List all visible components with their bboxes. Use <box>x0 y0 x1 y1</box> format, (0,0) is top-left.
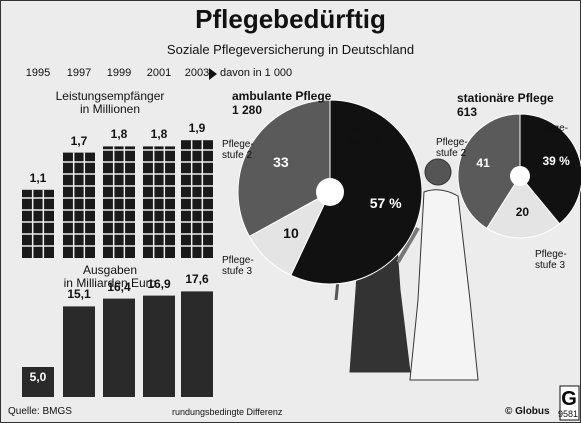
value-label: 41 <box>458 157 508 170</box>
bar <box>103 299 135 397</box>
note: rundungsbedingte Differenz <box>172 408 282 417</box>
id: 9581 <box>558 410 578 419</box>
slice-label: Pflege- stufe 3 <box>222 256 262 277</box>
value-label: 1,7 <box>59 135 99 148</box>
value-label: 33 <box>256 155 306 170</box>
credit: © Globus <box>505 407 550 418</box>
bar <box>181 140 213 258</box>
globus-logo: G <box>561 388 577 410</box>
pie-hole <box>510 166 530 186</box>
title: Pflegebedürftig <box>0 6 581 33</box>
value-label: 1,1 <box>18 172 58 185</box>
pie-hole <box>316 178 344 206</box>
chart-subtitle: 613 <box>457 106 477 119</box>
value-label: 39 % <box>531 155 581 168</box>
x-tick-label: 1995 <box>20 68 56 80</box>
x-tick-label: 2003 <box>179 68 215 80</box>
unit-note: davon in 1 000 <box>220 68 292 80</box>
value-label: 57 % <box>361 196 411 211</box>
chart-title: stationäre Pflege <box>457 92 554 105</box>
slice-label: Pflege- stufe 2 <box>222 140 262 161</box>
value-label: 16,4 <box>99 281 139 294</box>
slice-label: Pflege- stufe 3 <box>535 250 575 271</box>
value-label: 15,1 <box>59 288 99 301</box>
x-tick-label: 1999 <box>101 68 137 80</box>
value-label: 5,0 <box>18 371 58 384</box>
value-label: 1,8 <box>139 128 179 141</box>
bar <box>143 146 175 258</box>
value-label: 16,9 <box>139 278 179 291</box>
value-label: 17,6 <box>177 273 217 286</box>
x-tick-label: 1997 <box>61 68 97 80</box>
chart-title: Leistungsempfänger in Millionen <box>20 90 200 115</box>
slice-label: Pflege- stufe 2 <box>436 138 476 159</box>
chart-canvas: G <box>0 0 581 423</box>
bar <box>103 146 135 258</box>
value-label: 1,8 <box>99 128 139 141</box>
slice-label: Pflege- stufe 1 <box>340 126 380 147</box>
bar <box>181 291 213 397</box>
slice-label: Pflege- stufe 1 <box>528 124 568 145</box>
chart-title: ambulante Pflege <box>232 90 331 103</box>
x-tick-label: 2001 <box>141 68 177 80</box>
value-label: 20 <box>497 206 547 219</box>
bar <box>63 153 95 258</box>
source: Quelle: BMGS <box>8 407 72 418</box>
bar <box>22 190 54 258</box>
value-label: 10 <box>266 226 316 241</box>
subtitle: Soziale Pflegeversicherung in Deutschlan… <box>0 43 581 57</box>
infographic: G Pflegebedürftig Soziale Pflegeversiche… <box>0 0 581 423</box>
bar <box>63 306 95 397</box>
value-label: 1,9 <box>177 122 217 135</box>
chart-subtitle: 1 280 <box>232 104 262 117</box>
bar <box>143 296 175 397</box>
